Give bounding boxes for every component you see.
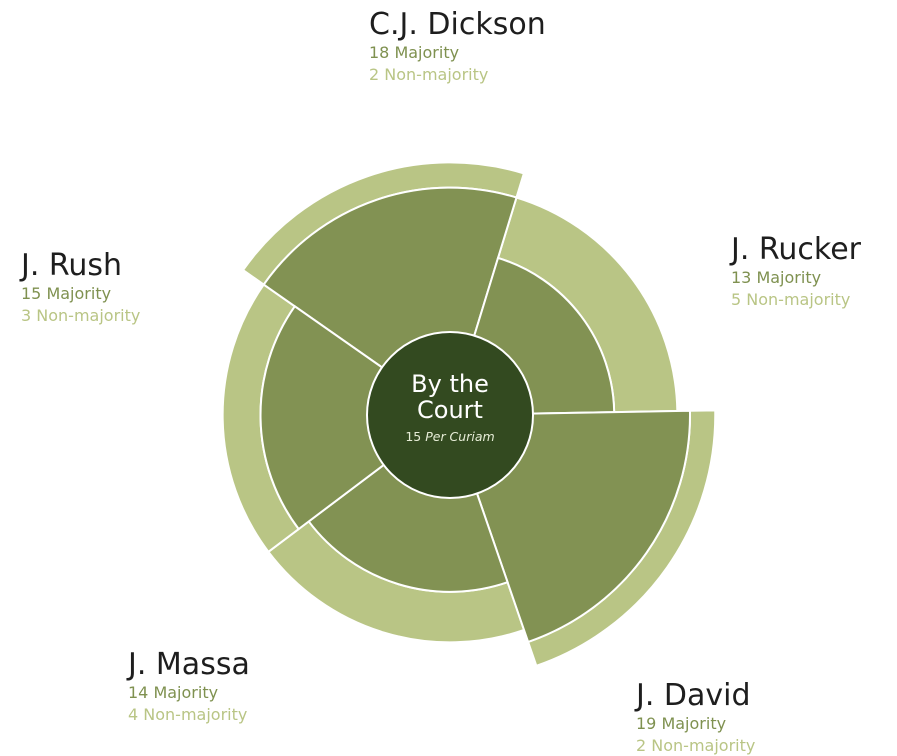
label-rush: J. Rush 15 Majority 3 Non-majority bbox=[21, 251, 140, 324]
justice-name-dickson: C.J. Dickson bbox=[369, 7, 546, 42]
majority-count-rush: 15 Majority bbox=[21, 284, 112, 303]
center-count-label: Per Curiam bbox=[425, 429, 494, 444]
center-hub: By the Court 15 Per Curiam bbox=[366, 331, 534, 499]
non-majority-count-david: 2 Non-majority bbox=[636, 736, 756, 755]
center-title-line1: By the bbox=[411, 370, 489, 398]
justice-name-david: J. David bbox=[636, 678, 751, 713]
majority-count-dickson: 18 Majority bbox=[369, 43, 460, 62]
center-title-line2: Court bbox=[417, 396, 483, 424]
non-majority-count-rush: 3 Non-majority bbox=[21, 306, 141, 325]
majority-segment-j-rush bbox=[259, 304, 452, 531]
non-majority-count-rucker: 5 Non-majority bbox=[731, 290, 851, 309]
majority-count-david: 19 Majority bbox=[636, 714, 727, 733]
label-rucker: J. Rucker 13 Majority 5 Non-majority bbox=[731, 235, 861, 308]
justice-name-massa: J. Massa bbox=[128, 647, 250, 682]
label-dickson: C.J. Dickson 18 Majority 2 Non-majority bbox=[369, 10, 546, 83]
non-majority-count-dickson: 2 Non-majority bbox=[369, 65, 489, 84]
center-count: 15 bbox=[405, 429, 421, 444]
non-majority-count-massa: 4 Non-majority bbox=[128, 705, 248, 724]
center-subtitle: 15 Per Curiam bbox=[405, 429, 494, 444]
non-majority-segments bbox=[221, 161, 717, 668]
center-circle bbox=[366, 331, 534, 499]
majority-count-massa: 14 Majority bbox=[128, 683, 219, 702]
justice-name-rush: J. Rush bbox=[21, 248, 123, 283]
label-david: J. David 19 Majority 2 Non-majority bbox=[636, 681, 755, 754]
majority-count-rucker: 13 Majority bbox=[731, 268, 822, 287]
label-massa: J. Massa 14 Majority 4 Non-majority bbox=[128, 650, 250, 723]
justice-name-rucker: J. Rucker bbox=[731, 232, 862, 267]
